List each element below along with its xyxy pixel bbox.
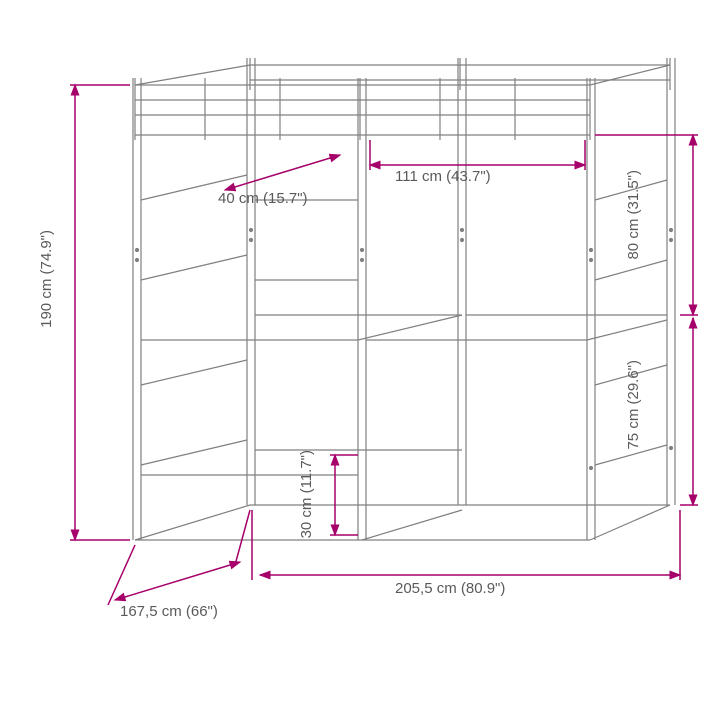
label-height-small: 30 cm (11.7") — [298, 450, 315, 538]
label-depth-bottom: 167,5 cm (66") — [120, 603, 218, 620]
dimension-diagram — [0, 0, 705, 705]
bed-structure — [133, 58, 675, 540]
label-height-lower: 75 cm (29.6") — [625, 360, 642, 450]
label-width-top: 111 cm (43.7") — [395, 168, 491, 185]
label-depth-top: 40 cm (15.7") — [218, 190, 308, 207]
dimension-lines — [70, 85, 698, 605]
label-width-bottom: 205,5 cm (80.9") — [395, 580, 505, 597]
label-height-upper: 80 cm (31.5") — [625, 170, 642, 260]
label-height-total: 190 cm (74.9") — [38, 230, 55, 328]
